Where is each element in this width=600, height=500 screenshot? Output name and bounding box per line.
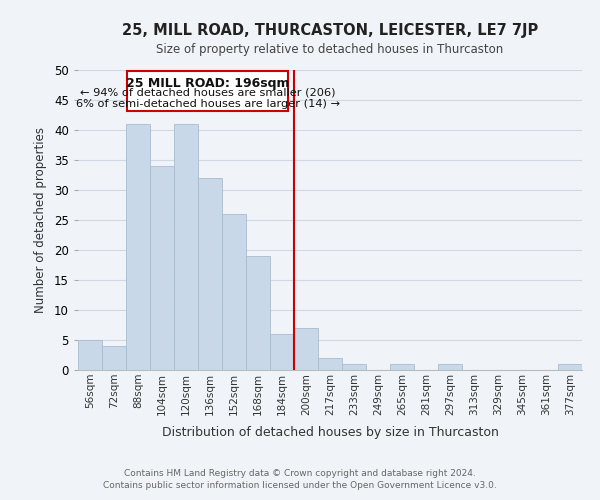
Bar <box>318 358 342 370</box>
Text: 25 MILL ROAD: 196sqm: 25 MILL ROAD: 196sqm <box>126 77 289 90</box>
Bar <box>102 346 126 370</box>
Bar <box>390 364 414 370</box>
Bar <box>198 178 222 370</box>
Text: Contains HM Land Registry data © Crown copyright and database right 2024.: Contains HM Land Registry data © Crown c… <box>124 470 476 478</box>
Text: Size of property relative to detached houses in Thurcaston: Size of property relative to detached ho… <box>157 42 503 56</box>
Bar <box>270 334 294 370</box>
Bar <box>150 166 174 370</box>
X-axis label: Distribution of detached houses by size in Thurcaston: Distribution of detached houses by size … <box>161 426 499 439</box>
Bar <box>558 364 582 370</box>
Bar <box>438 364 462 370</box>
Bar <box>78 340 102 370</box>
Bar <box>246 256 270 370</box>
Text: Contains public sector information licensed under the Open Government Licence v3: Contains public sector information licen… <box>103 480 497 490</box>
Bar <box>222 214 246 370</box>
Text: 25, MILL ROAD, THURCASTON, LEICESTER, LE7 7JP: 25, MILL ROAD, THURCASTON, LEICESTER, LE… <box>122 22 538 38</box>
Text: 6% of semi-detached houses are larger (14) →: 6% of semi-detached houses are larger (1… <box>76 99 340 109</box>
Bar <box>342 364 366 370</box>
Bar <box>126 124 150 370</box>
Text: ← 94% of detached houses are smaller (206): ← 94% of detached houses are smaller (20… <box>80 88 335 98</box>
Y-axis label: Number of detached properties: Number of detached properties <box>34 127 47 313</box>
Bar <box>174 124 198 370</box>
FancyBboxPatch shape <box>127 71 288 111</box>
Bar <box>294 328 318 370</box>
